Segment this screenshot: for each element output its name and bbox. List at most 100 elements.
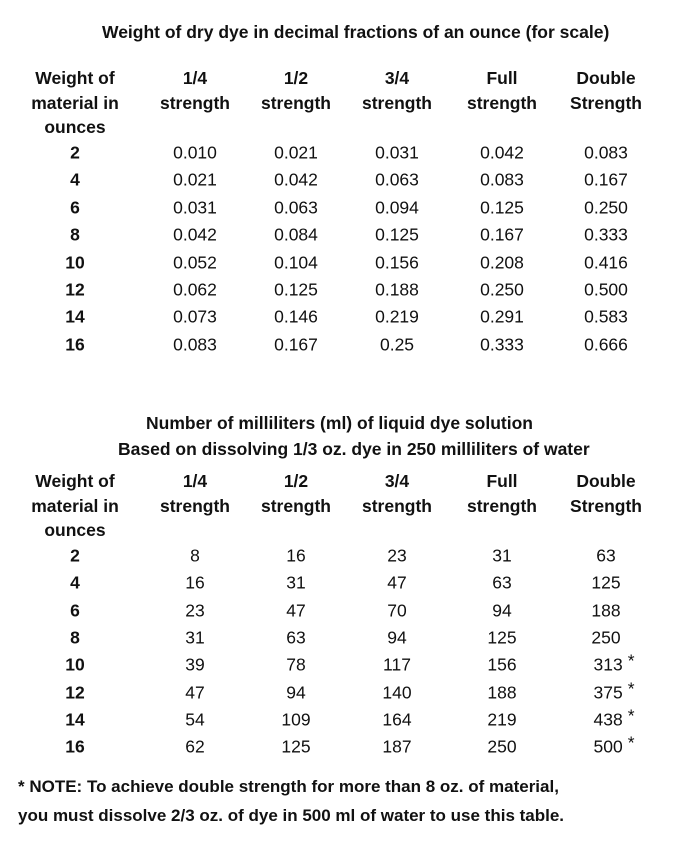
column-header-line: 1/4	[182, 471, 208, 491]
column-header: Full strength	[467, 66, 537, 115]
cell-value: 125	[281, 736, 311, 757]
cell-value: 94	[492, 600, 512, 621]
column-header-line: 1/2	[283, 471, 309, 491]
footnote-marker: *	[627, 732, 635, 753]
table-cell: 0.083	[584, 143, 628, 164]
cell-value: 188	[487, 682, 517, 702]
column-header-line: strength	[261, 495, 331, 516]
column-header: 1/2 strength	[261, 469, 331, 518]
cell-value: 0.156	[375, 252, 419, 273]
cell-value: 0.291	[480, 306, 524, 327]
column-header-line: Weight of	[35, 471, 115, 491]
column-header: 1/2 strength	[261, 66, 331, 115]
table-cell: 188	[591, 600, 620, 621]
cell-value: 0.125	[274, 279, 318, 300]
note-line1: * NOTE: To achieve double strength for m…	[18, 777, 559, 796]
table-cell: 0.062	[173, 280, 217, 301]
cell-value: 4	[70, 572, 80, 593]
cell-value: 0.073	[173, 306, 217, 327]
table-cell: 0.042	[173, 225, 217, 246]
cell-value: 375	[593, 682, 623, 702]
cell-value: 6	[70, 197, 80, 218]
table-cell: 0.042	[480, 143, 524, 164]
table-cell: 16	[185, 573, 204, 594]
row-label: 2	[70, 143, 80, 164]
cell-value: 0.208	[480, 252, 524, 273]
cell-value: 0.031	[375, 142, 419, 163]
table-cell: 125	[281, 737, 310, 758]
table-cell: 0.031	[173, 197, 217, 218]
column-header-line: material in	[31, 92, 119, 113]
row-label: 6	[70, 197, 80, 218]
cell-value: 125	[487, 627, 517, 648]
cell-value: 0.666	[584, 334, 628, 355]
table-cell: 438 *	[593, 705, 634, 730]
cell-value: 250	[591, 627, 621, 648]
table-cell: 23	[185, 600, 204, 621]
row-label: 8	[70, 627, 80, 648]
cell-value: 117	[383, 654, 411, 675]
table-cell: 187	[382, 737, 411, 758]
table-cell: 0.167	[584, 170, 628, 191]
cell-value: 0.042	[173, 224, 217, 245]
table-cell: 54	[185, 709, 204, 730]
column-header-line: strength	[362, 92, 432, 113]
column-header-line: Full	[486, 68, 518, 88]
cell-value: 2	[70, 545, 80, 566]
footnote-marker: *	[627, 650, 635, 671]
cell-value: 0.021	[173, 169, 217, 190]
cell-value: 0.010	[173, 142, 217, 163]
table-cell: 0.021	[173, 170, 217, 191]
cell-value: 12	[65, 682, 85, 702]
column-header-line: Full	[486, 471, 518, 491]
cell-value: 63	[286, 627, 306, 648]
table-cell: 0.666	[584, 334, 628, 355]
cell-value: 0.125	[480, 197, 524, 218]
cell-value: 16	[286, 545, 306, 566]
table2-title-line2: Based on dissolving 1/3 oz. dye in 250 m…	[118, 439, 590, 459]
table-cell: 125	[591, 573, 620, 594]
column-header-line: strength	[261, 92, 331, 113]
column-header: Double Strength	[570, 66, 642, 115]
cell-value: 0.094	[375, 197, 419, 218]
cell-value: 78	[286, 654, 306, 675]
table-cell: 31	[286, 573, 305, 594]
table-cell: 0.042	[274, 170, 318, 191]
column-header-line: Double	[576, 68, 636, 88]
column-header-line: strength	[467, 495, 537, 516]
cell-value: 109	[281, 709, 311, 730]
column-header-line: ounces	[44, 520, 106, 540]
cell-value: 16	[65, 736, 85, 757]
column-header: 3/4 strength	[362, 66, 432, 115]
table-cell: 125	[487, 627, 516, 648]
table-cell: 0.250	[480, 280, 524, 301]
cell-value: 0.146	[274, 306, 318, 327]
column-header-line: Strength	[570, 495, 642, 516]
cell-value: 0.125	[375, 224, 419, 245]
table-cell: 0.500	[584, 280, 628, 301]
row-label: 4	[70, 170, 80, 191]
table-cell: 47	[286, 600, 305, 621]
column-header-line: Strength	[570, 92, 642, 113]
cell-value: 187	[382, 736, 412, 757]
cell-value: 8	[70, 627, 80, 648]
column-header-line: strength	[467, 92, 537, 113]
cell-value: 23	[387, 545, 407, 566]
cell-value: 438	[593, 709, 623, 730]
row-label: 10	[65, 655, 84, 676]
table-cell: 0.125	[375, 225, 419, 246]
cell-value: 0.500	[584, 279, 628, 300]
cell-value: 10	[65, 252, 85, 273]
cell-value: 39	[185, 654, 205, 675]
cell-value: 250	[487, 736, 517, 757]
cell-value: 8	[190, 545, 200, 566]
cell-value: 0.167	[584, 169, 628, 190]
cell-value: 12	[65, 279, 85, 300]
cell-value: 16	[65, 334, 85, 355]
cell-value: 0.052	[173, 252, 217, 273]
table-cell: 0.031	[375, 143, 419, 164]
table-cell: 109	[281, 709, 310, 730]
table-cell: 0.156	[375, 252, 419, 273]
cell-value: 0.063	[274, 197, 318, 218]
cell-value: 0.219	[375, 306, 419, 327]
